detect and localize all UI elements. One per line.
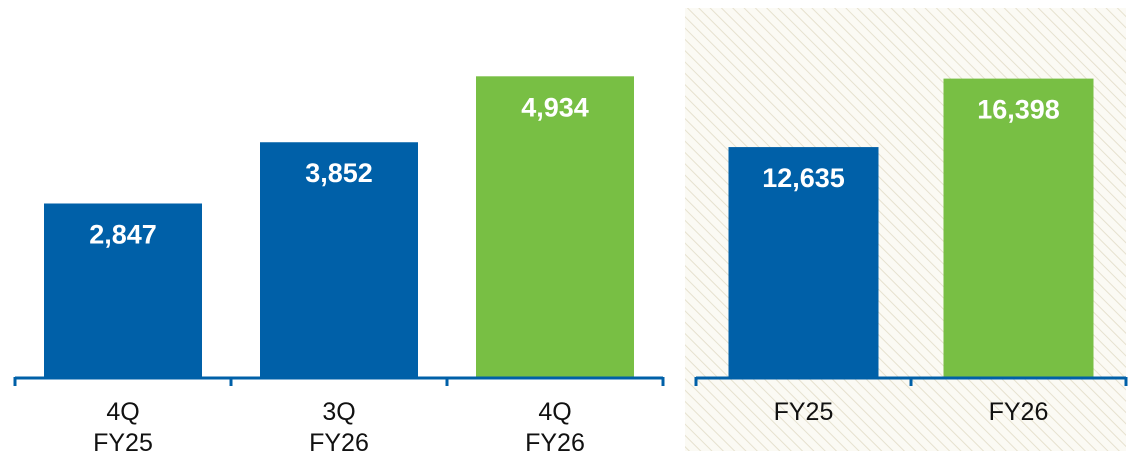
bar [476, 76, 634, 377]
x-tick-label: 4Q [106, 398, 139, 426]
chart-panel-2: 12,635 FY25 16,398 FY26 [685, 8, 1128, 451]
bar [943, 78, 1094, 377]
bar-value-label: 3,852 [305, 158, 373, 188]
x-tick-label: FY25 [774, 398, 834, 426]
x-tick-label: FY25 [93, 429, 153, 451]
bar [44, 203, 202, 377]
bar-value-label: 16,398 [977, 95, 1060, 125]
x-tick-label: FY26 [525, 429, 585, 451]
x-tick-label: FY26 [309, 429, 369, 451]
chart-panel-1: 2,847 4Q FY25 3,852 3Q FY26 4,934 4Q FY26 [13, 76, 665, 451]
bar [728, 147, 879, 377]
x-tick-label: FY26 [989, 398, 1049, 426]
x-tick-label: 4Q [538, 398, 571, 426]
bar-value-label: 2,847 [89, 219, 157, 249]
bar-value-label: 12,635 [762, 163, 845, 193]
bar-value-label: 4,934 [521, 92, 589, 122]
x-tick-label: 3Q [322, 398, 355, 426]
bar [260, 142, 418, 377]
